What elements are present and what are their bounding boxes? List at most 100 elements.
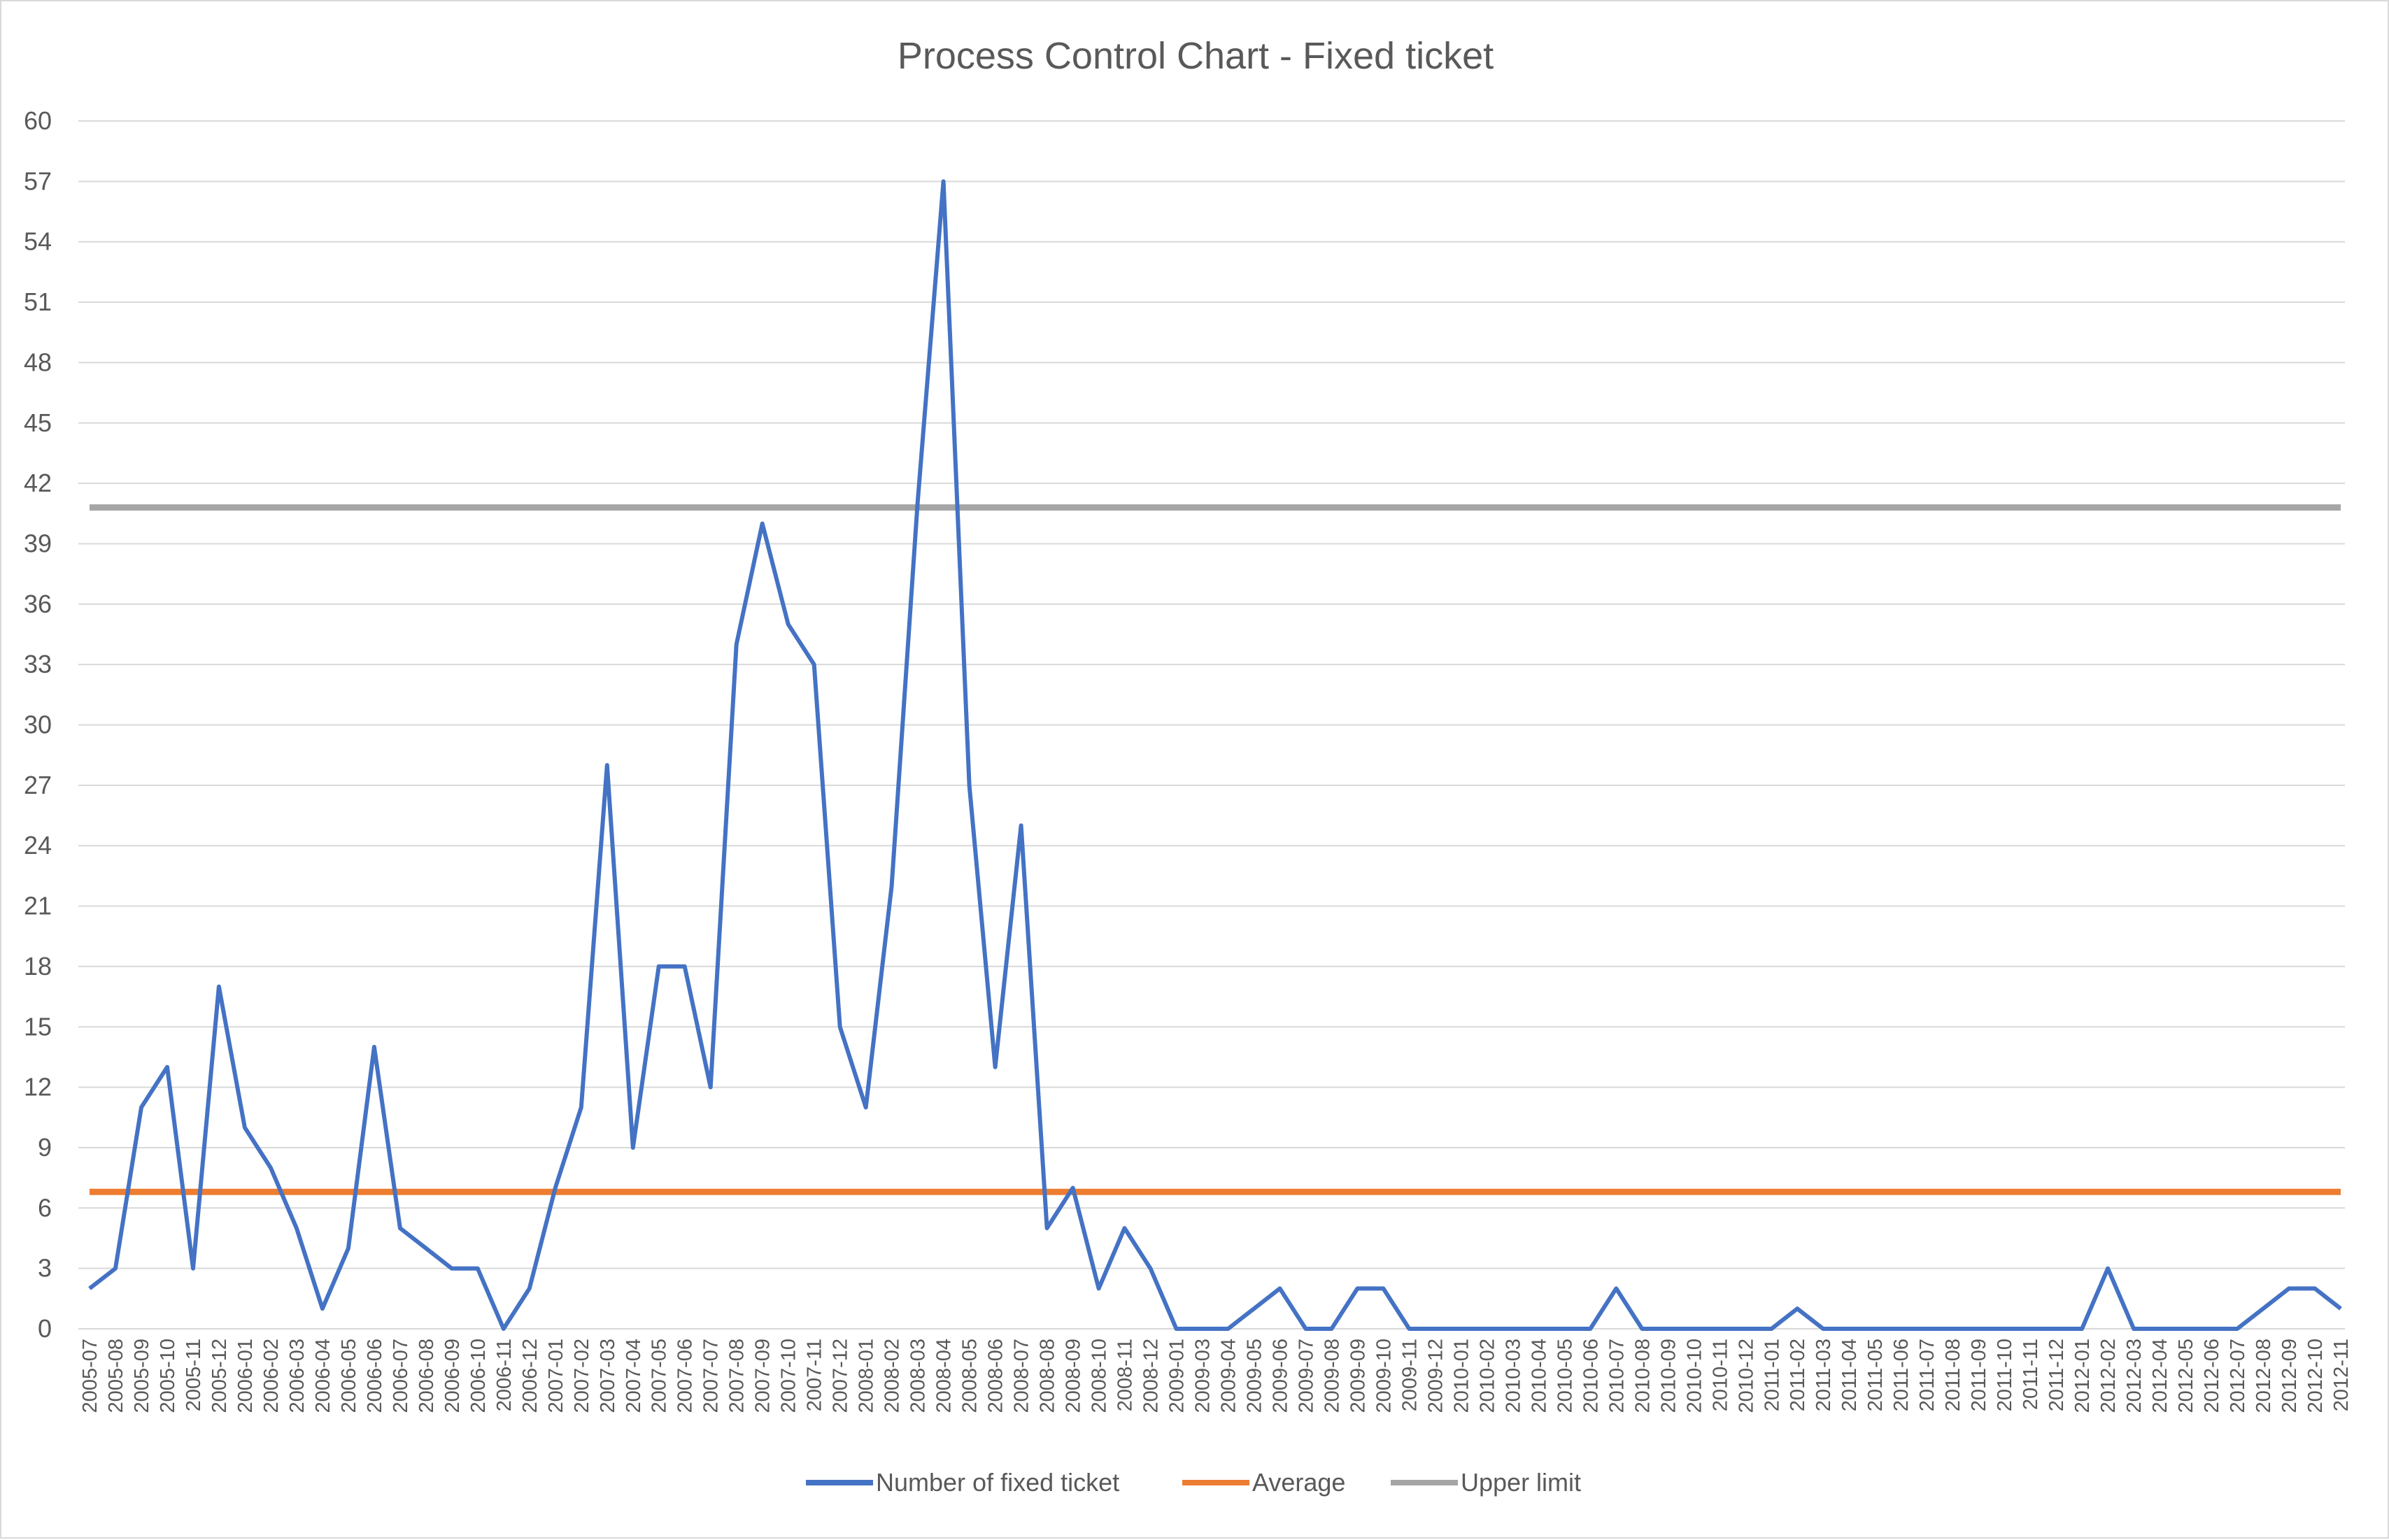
x-tick-label: 2011-04 (1838, 1339, 1861, 1411)
legend-label: Upper limit (1461, 1468, 1581, 1497)
y-tick-label: 12 (24, 1073, 52, 1101)
x-tick-label: 2011-09 (1968, 1339, 1990, 1411)
x-tick-label: 2011-01 (1761, 1339, 1783, 1411)
x-tick-label: 2009-05 (1243, 1339, 1266, 1413)
x-tick-label: 2008-01 (856, 1339, 878, 1413)
x-tick-label: 2011-03 (1813, 1339, 1835, 1411)
x-tick-label: 2007-02 (571, 1339, 593, 1413)
x-tick-label: 2005-11 (183, 1339, 205, 1411)
x-tick-label: 2010-06 (1580, 1339, 1602, 1413)
x-tick-label: 2012-04 (2149, 1339, 2171, 1413)
y-tick-label: 60 (24, 106, 52, 135)
x-tick-label: 2008-12 (1140, 1339, 1163, 1413)
y-tick-label: 18 (24, 952, 52, 981)
x-tick-label: 2008-02 (881, 1339, 904, 1413)
x-tick-label: 2009-10 (1373, 1339, 1395, 1413)
y-tick-label: 15 (24, 1012, 52, 1041)
y-tick-label: 3 (38, 1254, 52, 1283)
x-tick-label: 2008-05 (959, 1339, 981, 1413)
x-tick-label: 2010-03 (1502, 1339, 1524, 1413)
x-tick-label: 2007-04 (623, 1339, 645, 1413)
x-tick-label: 2009-12 (1424, 1339, 1447, 1413)
x-tick-label: 2011-12 (2046, 1339, 2068, 1411)
x-tick-label: 2010-04 (1528, 1339, 1550, 1413)
x-axis-ticks: 2005-07 2005-08 2005-09 2005-10 2005-11 2005-… (79, 1339, 2353, 1413)
x-tick-label: 2011-11 (2020, 1339, 2042, 1410)
x-tick-label: 2007-12 (830, 1339, 852, 1413)
x-tick-label: 2008-03 (907, 1339, 930, 1413)
y-tick-label: 6 (38, 1193, 52, 1222)
y-tick-label: 21 (24, 892, 52, 920)
x-tick-label: 2007-07 (700, 1339, 723, 1413)
x-tick-label: 2005-08 (105, 1339, 127, 1413)
y-tick-label: 57 (24, 166, 52, 195)
x-tick-label: 2006-02 (260, 1339, 283, 1413)
x-tick-label: 2007-09 (752, 1339, 774, 1413)
gridlines (78, 120, 2345, 1329)
x-tick-label: 2009-04 (1217, 1339, 1240, 1413)
x-tick-label: 2011-08 (1942, 1339, 1964, 1411)
x-tick-label: 2012-07 (2227, 1339, 2249, 1413)
legend: Number of fixed ticket Average Upper limit (806, 1468, 1581, 1497)
x-tick-label: 2011-02 (1787, 1339, 1809, 1411)
x-tick-label: 2007-10 (778, 1339, 800, 1413)
x-tick-label: 2006-05 (338, 1339, 360, 1413)
x-tick-label: 2012-02 (2097, 1339, 2120, 1413)
x-tick-label: 2006-08 (416, 1339, 438, 1413)
x-tick-label: 2010-08 (1631, 1339, 1654, 1413)
x-tick-label: 2010-05 (1554, 1339, 1576, 1413)
y-tick-label: 9 (38, 1133, 52, 1162)
y-tick-label: 27 (24, 771, 52, 799)
x-tick-label: 2006-04 (312, 1339, 334, 1413)
x-tick-label: 2006-01 (234, 1339, 257, 1413)
x-tick-label: 2005-12 (208, 1339, 231, 1413)
x-tick-label: 2007-03 (597, 1339, 619, 1413)
x-tick-label: 2011-06 (1890, 1339, 1913, 1411)
y-tick-label: 45 (24, 408, 52, 437)
x-tick-label: 2006-07 (390, 1339, 412, 1413)
x-tick-label: 2012-06 (2201, 1339, 2223, 1413)
x-tick-label: 2006-09 (441, 1339, 464, 1413)
y-tick-label: 39 (24, 529, 52, 557)
x-tick-label: 2009-07 (1295, 1339, 1317, 1413)
x-tick-label: 2010-09 (1657, 1339, 1680, 1413)
y-tick-label: 54 (24, 227, 52, 256)
legend-label: Average (1252, 1468, 1345, 1497)
x-tick-label: 2006-03 (286, 1339, 309, 1413)
x-tick-label: 2006-10 (467, 1339, 490, 1413)
x-tick-label: 2007-11 (804, 1339, 826, 1411)
x-tick-label: 2012-09 (2278, 1339, 2301, 1413)
x-tick-label: 2012-08 (2253, 1339, 2275, 1413)
chart-title: Process Control Chart - Fixed ticket (898, 35, 1494, 77)
x-tick-label: 2006-11 (493, 1339, 516, 1411)
x-tick-label: 2007-06 (674, 1339, 697, 1413)
x-tick-label: 2008-07 (1011, 1339, 1033, 1413)
series-line-0 (88, 179, 2342, 1331)
x-tick-label: 2008-09 (1063, 1339, 1085, 1413)
x-tick-label: 2008-11 (1114, 1339, 1137, 1411)
x-tick-label: 2010-07 (1605, 1339, 1628, 1413)
x-tick-label: 2009-09 (1347, 1339, 1369, 1413)
x-tick-label: 2010-11 (1709, 1339, 1731, 1411)
x-tick-label: 2009-06 (1269, 1339, 1291, 1413)
x-tick-label: 2012-03 (2123, 1339, 2146, 1413)
series-lines (88, 179, 2342, 1331)
x-tick-label: 2010-12 (1735, 1339, 1757, 1413)
x-tick-label: 2007-05 (648, 1339, 671, 1413)
x-tick-label: 2005-07 (79, 1339, 101, 1413)
x-tick-label: 2012-01 (2071, 1339, 2094, 1413)
legend-label: Number of fixed ticket (876, 1468, 1119, 1497)
x-tick-label: 2006-12 (519, 1339, 541, 1413)
x-tick-label: 2009-08 (1321, 1339, 1343, 1413)
x-tick-label: 2012-05 (2175, 1339, 2197, 1413)
x-tick-label: 2009-11 (1398, 1339, 1421, 1411)
x-tick-label: 2007-08 (726, 1339, 749, 1413)
y-tick-label: 51 (24, 287, 52, 316)
y-tick-label: 0 (38, 1314, 52, 1343)
x-tick-label: 2012-11 (2330, 1339, 2353, 1411)
x-tick-label: 2005-09 (131, 1339, 153, 1413)
x-tick-label: 2008-04 (933, 1339, 956, 1413)
x-tick-label: 2005-10 (157, 1339, 179, 1413)
